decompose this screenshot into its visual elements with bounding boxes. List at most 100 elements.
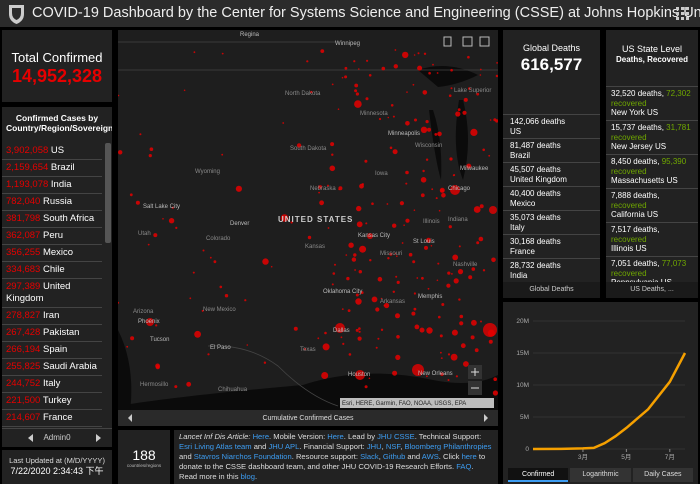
case-dot [471, 267, 476, 271]
case-dot [436, 279, 439, 282]
case-dot [320, 49, 325, 53]
country-row: 2,159,654 Brazil [2, 160, 102, 177]
map-label: Wisconsin [415, 143, 442, 149]
map-label: Wyoming [195, 169, 220, 175]
state-place: Illinois US [611, 244, 647, 253]
chart-tab[interactable]: Confirmed [508, 468, 569, 482]
case-dot [473, 206, 481, 213]
country-name: United Kingdom [6, 281, 71, 304]
case-dot [450, 68, 453, 72]
country-value: 266,194 [6, 344, 41, 355]
total-label: Total Confirmed [11, 50, 103, 65]
case-dot [330, 142, 335, 147]
link[interactable]: Here [327, 432, 344, 441]
line-chart: 0 5M 10M 15M 20M 3月 5月 7月 [516, 318, 687, 461]
case-dot [371, 296, 378, 303]
case-dot [492, 390, 498, 396]
case-dot [365, 222, 368, 225]
case-dot [356, 221, 363, 228]
global-deaths-tab[interactable]: Global Deaths [503, 282, 600, 298]
prev-arrow[interactable] [28, 434, 34, 442]
info-text: . Resource support: [291, 452, 361, 461]
map-label: Missouri [380, 251, 402, 257]
case-dot [147, 243, 150, 246]
global-deaths-panel: Global Deaths 616,577 142,066 deaths US 81… [503, 30, 600, 298]
case-dot [455, 375, 458, 378]
map-label: Memphis [418, 294, 442, 300]
case-dot [393, 64, 398, 69]
death-count: 81,487 deaths [510, 141, 561, 150]
link[interactable]: here [461, 452, 477, 461]
map[interactable]: Regina Winnipeg Lake Superior North Dakota M… [118, 30, 498, 426]
case-dot [413, 54, 416, 56]
map-label: Arizona [133, 309, 154, 315]
us-deaths-tab[interactable]: US Deaths, ... [606, 282, 698, 298]
case-dot [354, 100, 362, 108]
state-recovered: 95,390 [661, 157, 687, 166]
y-tick-label: 5M [520, 414, 529, 421]
link[interactable]: Github [382, 452, 406, 461]
case-dot [474, 348, 479, 353]
chart-tab[interactable]: Logarithmic [570, 468, 631, 482]
next-arrow[interactable] [96, 434, 102, 442]
link[interactable]: Stavros Niarchos Foundation [193, 452, 292, 461]
global-deaths-title: Global Deaths [522, 43, 581, 53]
link[interactable]: Slack [360, 452, 379, 461]
scrollbar[interactable] [105, 143, 111, 243]
y-tick-label: 15M [516, 350, 529, 357]
chart-tab[interactable]: Daily Cases [632, 468, 693, 482]
link[interactable]: NSF [385, 442, 401, 451]
case-dot [130, 336, 135, 341]
case-dot [467, 55, 470, 59]
case-dot [488, 339, 493, 344]
country-name: Iran [42, 310, 60, 321]
country-row: 782,040 Russia [2, 194, 102, 211]
case-dot [432, 63, 434, 66]
info-text: , [381, 442, 386, 451]
case-dot [353, 253, 357, 257]
case-dot [387, 116, 390, 119]
country-value: 3,902,058 [6, 145, 49, 156]
case-dot [428, 71, 431, 75]
recovered-label: recovered [611, 132, 647, 142]
case-dot [359, 183, 364, 189]
case-dot [319, 200, 324, 206]
apps-icon[interactable] [676, 7, 690, 21]
case-dot [389, 146, 393, 150]
country-name: Turkey [42, 395, 72, 406]
link[interactable]: FAQ [456, 462, 472, 471]
state-counts: 7,051 deaths, 77,073 [611, 259, 693, 269]
country-row: 381,798 South Africa [2, 211, 102, 228]
link[interactable]: Here [252, 432, 270, 441]
state-deaths: 7,051 deaths, [611, 259, 660, 268]
info-text: Lancet Inf Dis Article: [179, 432, 253, 441]
case-dot [463, 361, 469, 367]
link[interactable]: Esri Living Atlas team [179, 442, 252, 451]
case-dot [451, 273, 453, 275]
map-label: Illinois [423, 219, 440, 225]
case-dot [411, 311, 416, 316]
case-dot [413, 209, 416, 211]
info-text: and [405, 452, 422, 461]
case-dot [479, 204, 484, 209]
case-dot [338, 186, 343, 191]
death-count: 45,507 deaths [510, 165, 561, 174]
info-text: . [254, 472, 258, 481]
case-dot [426, 375, 428, 378]
case-dot [389, 252, 393, 256]
link[interactable]: JHU [366, 442, 382, 451]
link[interactable]: Bloomberg Philanthropies [404, 442, 492, 451]
y-tick-label: 10M [516, 382, 529, 389]
case-dot [476, 241, 480, 245]
link[interactable]: JHU CSSE [377, 432, 415, 441]
country-list: 3,902,058 US 2,159,654 Brazil 1,193,078 In… [2, 143, 102, 430]
link[interactable]: AWS [421, 452, 439, 461]
link[interactable]: blog [240, 472, 255, 481]
country-value: 782,040 [6, 196, 41, 207]
link[interactable]: JHU APL [268, 442, 300, 451]
case-dot [489, 206, 497, 214]
country-row: 334,683 Chile [2, 262, 102, 279]
case-dot [406, 91, 408, 93]
case-dot [358, 330, 361, 333]
country-row: 278,827 Iran [2, 308, 102, 325]
